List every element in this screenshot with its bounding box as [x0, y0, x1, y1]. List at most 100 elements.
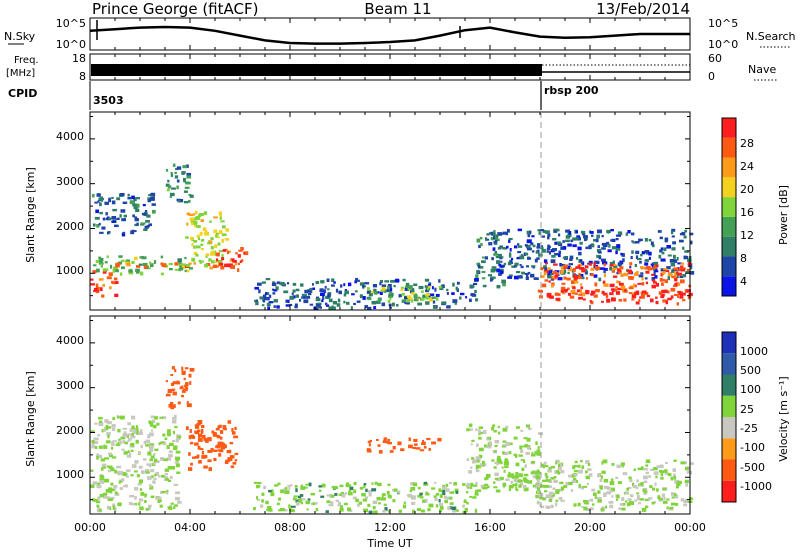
velocity-cell — [660, 476, 664, 480]
power-colorbar-swatch — [722, 276, 736, 296]
velocity-cell — [168, 450, 173, 453]
velocity-cell — [300, 486, 306, 490]
power-cell — [424, 278, 430, 282]
velocity-cell — [468, 470, 473, 474]
power-cell — [610, 239, 615, 242]
velocity-cell — [110, 467, 115, 472]
velocity-cell — [154, 448, 159, 451]
power-cell — [389, 287, 393, 292]
power-cell — [182, 165, 187, 169]
velocity-cell — [423, 481, 428, 485]
power-cell — [497, 247, 502, 250]
velocity-cell — [170, 502, 174, 505]
power-cell — [507, 261, 512, 266]
power-cell — [168, 185, 172, 189]
velocity-cell — [92, 481, 98, 485]
velocity-cell — [116, 465, 122, 469]
power-cell — [487, 274, 493, 277]
power-cell — [273, 305, 277, 308]
velocity-cell — [416, 508, 421, 511]
velocity-cell — [181, 366, 184, 371]
velocity-cell — [227, 457, 232, 460]
velocity-cell — [196, 423, 201, 426]
power-cell — [641, 251, 646, 255]
power-cell — [674, 283, 677, 286]
velocity-cell — [180, 385, 184, 389]
power-cell — [405, 299, 410, 303]
power-cell — [590, 300, 594, 305]
velocity-cell — [537, 472, 542, 475]
power-cell — [645, 270, 650, 274]
velocity-cell — [349, 486, 354, 491]
velocity-cell — [312, 502, 316, 506]
velocity-cell — [448, 496, 453, 500]
power-cell — [611, 246, 617, 250]
velocity-cell — [548, 485, 552, 489]
power-cell — [294, 303, 298, 307]
velocity-cell — [96, 500, 101, 504]
velocity-cell — [413, 438, 418, 442]
velocity-cell — [531, 452, 534, 456]
velocity-cell — [166, 489, 169, 493]
power-cell — [620, 273, 624, 277]
velocity-cell — [153, 453, 156, 456]
power-cell — [566, 277, 571, 281]
noise-sky-series — [89, 25, 690, 45]
power-cell — [500, 246, 504, 249]
velocity-cell — [170, 402, 174, 406]
power-cell — [200, 239, 205, 242]
velocity-cell — [472, 484, 478, 487]
velocity-cell — [107, 469, 111, 473]
velocity-cell — [610, 478, 614, 482]
power-cell — [565, 229, 570, 233]
power-cell — [149, 261, 152, 265]
power-cell — [580, 273, 584, 278]
power-cell — [517, 228, 522, 232]
power-cell — [609, 264, 614, 267]
velocity-cell — [662, 488, 667, 491]
power-cell — [495, 255, 500, 259]
power-cell — [398, 294, 403, 297]
velocity-cell — [298, 498, 302, 501]
velocity-cell — [621, 497, 625, 501]
velocity-cell — [437, 437, 442, 442]
power-cell — [583, 238, 587, 242]
velocity-cell — [276, 502, 280, 506]
power-cell — [631, 240, 634, 243]
velocity-cell — [392, 489, 395, 492]
velocity-cell — [325, 510, 329, 513]
power-cell — [661, 290, 666, 293]
power-cell — [96, 268, 100, 273]
velocity-cell — [665, 461, 668, 465]
velocity-cell — [619, 503, 624, 506]
power-cell — [503, 262, 507, 266]
velocity-cell — [605, 505, 608, 509]
velocity-cell — [90, 484, 95, 488]
velocity-colorbar-swatch — [722, 374, 736, 396]
power-cell — [623, 298, 627, 302]
velocity-cell — [609, 489, 613, 493]
power-cell — [540, 247, 544, 250]
power-cell — [344, 290, 349, 295]
power-cell — [541, 248, 546, 253]
power-cell — [285, 304, 290, 307]
velocity-cell — [471, 457, 475, 460]
power-cell — [203, 211, 208, 215]
power-cell — [184, 256, 187, 260]
power-cell — [387, 299, 391, 304]
velocity-cell — [684, 479, 689, 483]
power-cell — [639, 260, 642, 264]
power-cell — [560, 286, 566, 291]
power-cell — [593, 262, 596, 266]
velocity-cell — [94, 446, 98, 449]
power-cell — [654, 275, 658, 279]
velocity-cell — [532, 475, 536, 479]
power-cell — [95, 283, 99, 287]
power-cell — [364, 305, 368, 309]
power-cell — [98, 257, 104, 262]
velocity-cell — [531, 461, 535, 464]
power-cell — [590, 231, 594, 234]
power-cell — [411, 289, 415, 294]
velocity-cell — [194, 455, 199, 459]
power-cell — [635, 272, 638, 276]
